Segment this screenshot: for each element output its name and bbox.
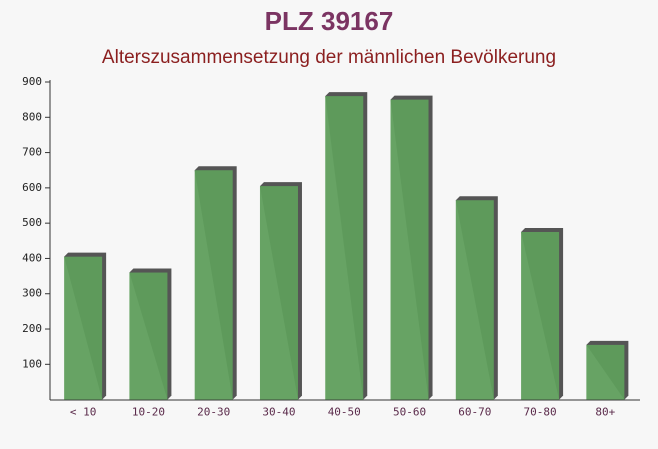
bar: [521, 231, 560, 400]
chart-title: PLZ 39167: [265, 6, 394, 36]
y-tick-label: 900: [22, 75, 42, 88]
bar: [586, 344, 625, 400]
x-tick-label: 40-50: [328, 406, 361, 419]
bar: [325, 96, 364, 400]
y-tick-label: 700: [22, 146, 42, 159]
bar: [194, 170, 233, 400]
x-tick-label: 50-60: [393, 406, 426, 419]
chart-subtitle: Alterszusammensetzung der männlichen Bev…: [102, 47, 556, 68]
y-tick-label: 100: [22, 357, 42, 370]
y-tick-label: 300: [22, 287, 42, 300]
y-tick-label: 200: [22, 322, 42, 335]
y-tick-label: 600: [22, 181, 42, 194]
x-tick-label: 80+: [595, 406, 615, 419]
x-tick-label: 70-80: [524, 406, 557, 419]
x-tick-label: 10-20: [132, 406, 165, 419]
y-tick-label: 800: [22, 110, 42, 123]
x-tick-label: 30-40: [262, 406, 295, 419]
x-tick-label: 60-70: [458, 406, 491, 419]
x-tick-label: 20-30: [197, 406, 230, 419]
bar: [390, 99, 429, 400]
bar: [64, 256, 103, 400]
bar: [129, 272, 168, 400]
y-tick-label: 500: [22, 216, 42, 229]
bar: [259, 186, 298, 400]
x-tick-label: < 10: [70, 406, 97, 419]
bar: [455, 200, 494, 400]
y-tick-label: 400: [22, 251, 42, 264]
